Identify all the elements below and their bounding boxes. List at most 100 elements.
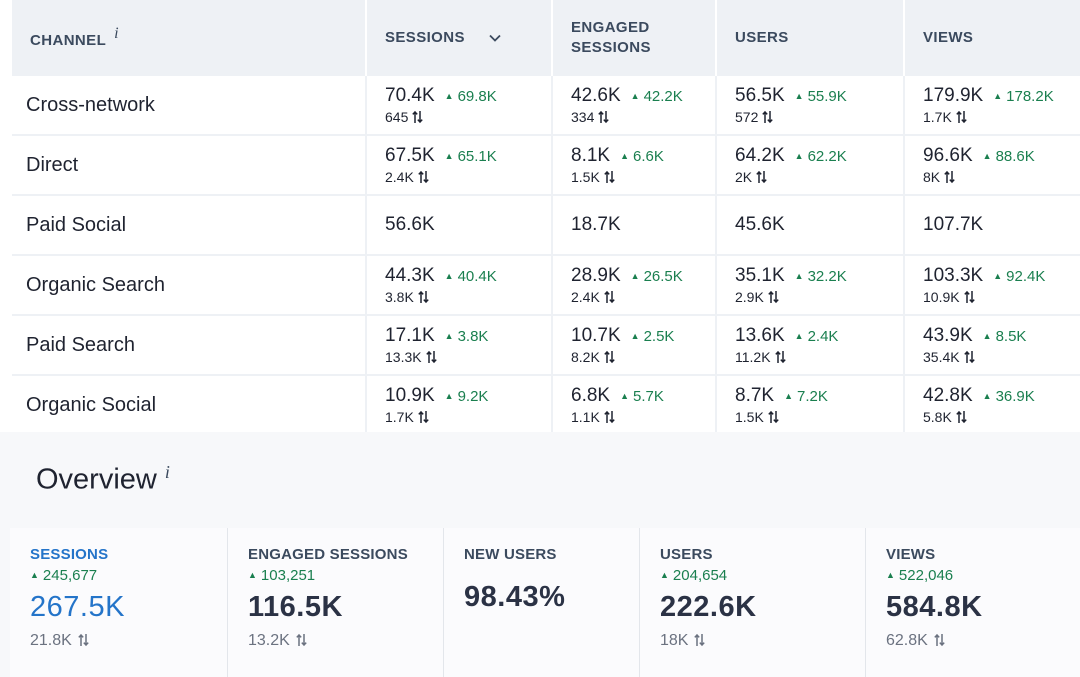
column-header-views[interactable]: VIEWS <box>903 0 1080 76</box>
triangle-up-icon: ▲ <box>886 570 895 580</box>
channel-name[interactable]: Direct <box>12 135 366 196</box>
channel-name[interactable]: Organic Social <box>12 375 366 436</box>
column-header-channel[interactable]: CHANNEL i <box>12 0 366 76</box>
overview-card-engaged-sessions[interactable]: ENGAGED SESSIONS ▲ 103,251 116.5K 13.2K <box>228 528 444 677</box>
channel-table: CHANNEL i SESSIONS ENGAGED SESSIONS USERS … <box>12 0 1080 436</box>
metric-previous: 10.9K <box>923 289 1080 305</box>
column-header-sessions[interactable]: SESSIONS <box>365 0 552 76</box>
overview-card-new-users[interactable]: NEW USERS 98.43% <box>444 528 640 677</box>
arrows-up-down-icon <box>960 349 975 365</box>
card-delta-value: 103,251 <box>260 567 316 584</box>
triangle-up-icon: ▲ <box>444 331 454 341</box>
metric-value: 103.3K <box>923 265 984 286</box>
metric-cell-engaged: 10.7K ▲ 2.5K 8.2K <box>551 315 716 376</box>
metric-cell-users: 8.7K ▲ 7.2K 1.5K <box>715 375 904 436</box>
arrows-up-down-icon <box>928 632 945 649</box>
metric-delta-value: 2.4K <box>807 328 839 345</box>
triangle-up-icon: ▲ <box>248 570 257 580</box>
metric-value: 107.7K <box>923 214 984 235</box>
overview-title-text: Overview <box>36 463 157 496</box>
card-previous-value: 13.2K <box>248 632 290 649</box>
metric-value: 8.7K <box>735 385 775 406</box>
card-previous: 62.8K <box>886 632 1080 650</box>
metric-value: 96.6K <box>923 145 973 166</box>
metric-previous: 1.7K <box>923 109 1080 125</box>
card-value: 222.6K <box>660 591 757 623</box>
table-header-row: CHANNEL i SESSIONS ENGAGED SESSIONS USERS … <box>12 0 1080 76</box>
arrows-up-down-icon <box>600 349 615 365</box>
table-row[interactable]: Organic Search 44.3K ▲ 40.4K 3.8K 28.9K ▲ 26.5K… <box>12 255 1080 316</box>
metric-cell-engaged: 8.1K ▲ 6.6K 1.5K <box>551 135 716 196</box>
metric-cell-users: 35.1K ▲ 32.2K 2.9K <box>715 255 904 316</box>
metric-delta-value: 32.2K <box>807 268 847 285</box>
table-row[interactable]: Direct 67.5K ▲ 65.1K 2.4K 8.1K ▲ 6.6K 1.5K 64.2K ▲… <box>12 135 1080 196</box>
arrows-up-down-icon <box>414 169 429 185</box>
arrows-up-down-icon <box>594 109 610 125</box>
metric-cell-sessions: 56.6K <box>365 195 552 256</box>
overview-card-sessions[interactable]: SESSIONS ▲ 245,677 267.5K 21.8K <box>10 528 228 677</box>
arrows-up-down-icon <box>422 349 437 365</box>
metric-value: 28.9K <box>571 265 621 286</box>
table-row[interactable]: Organic Social 10.9K ▲ 9.2K 1.7K 6.8K ▲ 5.7K 1.1… <box>12 375 1080 436</box>
metric-cell-sessions: 44.3K ▲ 40.4K 3.8K <box>365 255 552 316</box>
card-previous-value: 21.8K <box>30 632 72 649</box>
metric-delta: ▲ 7.2K <box>784 388 828 405</box>
metric-delta: ▲ 40.4K <box>445 268 497 285</box>
metric-cell-views: 43.9K ▲ 8.5K 35.4K <box>903 315 1080 376</box>
table-row[interactable]: Paid Social 56.6K 18.7K 45.6K 107.7K <box>12 195 1080 256</box>
arrows-up-down-icon <box>764 409 779 425</box>
metric-delta: ▲ 2.4K <box>795 328 839 345</box>
metric-delta: ▲ 88.6K <box>983 148 1035 165</box>
table-row[interactable]: Cross-network 70.4K ▲ 69.8K 645 42.6K ▲ 42.2K 33… <box>12 76 1080 136</box>
overview-card-users[interactable]: USERS ▲ 204,654 222.6K 18K <box>640 528 866 677</box>
metric-delta: ▲ 6.6K <box>620 148 664 165</box>
metric-delta: ▲ 69.8K <box>445 88 497 105</box>
triangle-up-icon: ▲ <box>620 151 630 161</box>
column-header-users[interactable]: USERS <box>715 0 904 76</box>
metric-previous-value: 2.9K <box>735 289 764 305</box>
metric-delta-value: 40.4K <box>457 268 497 285</box>
metric-cell-views: 107.7K <box>903 195 1080 256</box>
metric-cell-sessions: 70.4K ▲ 69.8K 645 <box>365 76 552 136</box>
metric-value: 8.1K <box>571 145 611 166</box>
metric-cell-views: 103.3K ▲ 92.4K 10.9K <box>903 255 1080 316</box>
metric-delta: ▲ 5.7K <box>620 388 664 405</box>
column-header-label: SESSIONS <box>571 39 651 56</box>
arrows-up-down-icon <box>290 632 307 649</box>
arrows-up-down-icon <box>688 632 706 649</box>
channel-name[interactable]: Paid Social <box>12 195 366 256</box>
metric-delta-value: 65.1K <box>457 148 497 165</box>
table-row[interactable]: Paid Search 17.1K ▲ 3.8K 13.3K 10.7K ▲ 2.5K 8.2K… <box>12 315 1080 376</box>
card-delta-value: 245,677 <box>42 567 98 584</box>
arrows-up-down-icon <box>771 349 786 365</box>
triangle-up-icon: ▲ <box>630 91 640 101</box>
triangle-up-icon: ▲ <box>660 570 669 580</box>
metric-previous: 1.7K <box>385 409 551 425</box>
metric-cell-views: 42.8K ▲ 36.9K 5.8K <box>903 375 1080 436</box>
metric-previous-value: 572 <box>735 109 759 125</box>
triangle-up-icon: ▲ <box>784 391 794 401</box>
metric-delta: ▲ 36.9K <box>983 388 1035 405</box>
metric-value: 56.5K <box>735 85 785 106</box>
metric-value: 35.1K <box>735 265 785 286</box>
channel-name[interactable]: Organic Search <box>12 255 366 316</box>
overview-card-views[interactable]: VIEWS ▲ 522,046 584.8K 62.8K <box>866 528 1080 677</box>
info-icon[interactable]: i <box>114 25 119 43</box>
card-value: 116.5K <box>248 591 343 623</box>
metric-delta-value: 3.8K <box>457 328 489 345</box>
column-header-engaged-sessions[interactable]: ENGAGED SESSIONS <box>551 0 716 76</box>
metric-previous: 572 <box>735 109 903 125</box>
metric-value: 10.7K <box>571 325 621 346</box>
card-label: ENGAGED SESSIONS <box>248 546 408 563</box>
arrows-up-down-icon <box>960 289 975 305</box>
metric-delta-value: 8.5K <box>995 328 1027 345</box>
channel-name[interactable]: Cross-network <box>12 76 366 136</box>
info-icon[interactable]: i <box>164 462 170 482</box>
metric-delta: ▲ 178.2K <box>993 88 1053 105</box>
chevron-down-icon[interactable] <box>489 34 502 42</box>
channel-name[interactable]: Paid Search <box>12 315 366 376</box>
metric-delta: ▲ 42.2K <box>631 88 683 105</box>
triangle-up-icon: ▲ <box>630 271 640 281</box>
metric-delta-value: 5.7K <box>633 388 664 405</box>
metric-delta: ▲ 9.2K <box>445 388 489 405</box>
